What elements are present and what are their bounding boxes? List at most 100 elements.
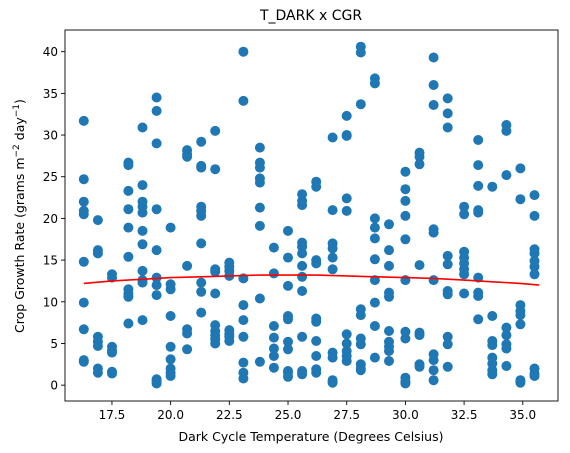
data-point-26-6 (459, 269, 470, 280)
data-point-25-3 (442, 250, 453, 261)
data-point-27-4 (473, 207, 484, 218)
data-point-5-3 (151, 204, 162, 215)
y-tick-label-5: 25 (43, 170, 58, 184)
y-axis-label-part-1: Crop Growth Rate (grams m (12, 157, 27, 332)
data-point-4-4 (137, 207, 148, 218)
data-point-15-8 (297, 286, 308, 296)
data-point-18-6 (341, 338, 352, 349)
data-point-5-4 (151, 245, 162, 256)
data-point-29-6 (501, 343, 512, 354)
data-point-0-7 (78, 324, 89, 335)
data-point-19-6 (355, 339, 366, 350)
data-point-3-2 (123, 185, 134, 196)
data-point-27-0 (473, 135, 484, 145)
x-tick-label-4: 27.5 (333, 408, 360, 422)
data-point-6-5 (165, 354, 176, 365)
data-point-14-9 (283, 371, 293, 382)
y-axis-label-part-2: day (12, 117, 27, 145)
data-point-20-1 (369, 78, 380, 89)
data-point-21-2 (384, 260, 394, 271)
x-tick-label-5: 30.0 (392, 408, 419, 422)
data-point-9-1 (210, 164, 221, 175)
data-point-22-0 (400, 166, 411, 177)
data-point-24-5 (428, 275, 439, 286)
data-point-26-1 (459, 209, 470, 220)
data-point-2-6 (107, 368, 117, 379)
data-point-27-8 (473, 314, 484, 325)
y-tick-label-0: 0 (50, 379, 58, 393)
data-point-29-3 (501, 322, 512, 333)
data-point-7-2 (182, 151, 193, 162)
y-tick-label-7: 35 (43, 87, 58, 101)
data-point-9-4 (210, 288, 221, 299)
data-point-31-5 (529, 261, 540, 272)
x-tick-label-6: 32.5 (451, 408, 478, 422)
points-layer (78, 41, 540, 389)
data-point-27-1 (473, 160, 484, 171)
data-point-12-5 (254, 202, 265, 213)
data-point-22-5 (400, 275, 411, 286)
data-point-18-2 (341, 130, 352, 141)
data-point-13-3 (268, 332, 279, 343)
y-tick-label-8: 40 (43, 45, 58, 59)
data-point-11-1 (238, 95, 249, 106)
x-tick-label-7: 35.0 (509, 408, 536, 422)
data-point-30-5 (515, 319, 526, 330)
data-point-25-0 (442, 93, 453, 104)
data-point-28-0 (487, 181, 498, 192)
data-point-8-7 (196, 277, 207, 288)
data-point-23-2 (414, 159, 425, 170)
data-point-25-6 (442, 289, 453, 300)
data-point-16-5 (311, 316, 322, 327)
data-point-26-0 (459, 201, 470, 212)
data-point-24-8 (428, 365, 439, 376)
data-point-17-3 (327, 243, 338, 254)
data-point-21-9 (384, 356, 394, 366)
data-point-0-2 (78, 196, 89, 207)
data-point-17-0 (327, 132, 338, 143)
data-point-4-0 (137, 122, 148, 133)
data-point-4-1 (137, 180, 148, 191)
data-point-14-2 (283, 280, 293, 291)
data-point-21-5 (384, 326, 394, 336)
data-point-22-10 (400, 378, 411, 389)
data-point-5-5 (151, 272, 162, 283)
data-point-20-8 (369, 321, 380, 331)
data-point-18-5 (341, 329, 352, 340)
data-point-21-1 (384, 245, 394, 256)
data-point-20-3 (369, 222, 380, 233)
data-point-25-7 (442, 331, 453, 342)
y-tick-label-2: 10 (43, 295, 58, 309)
data-point-5-1 (151, 105, 162, 116)
data-point-11-4 (238, 315, 249, 326)
data-point-31-9 (529, 371, 540, 381)
data-point-15-9 (297, 331, 308, 342)
data-point-15-5 (297, 248, 308, 259)
data-point-13-6 (268, 362, 279, 373)
data-point-22-7 (400, 333, 411, 344)
data-point-14-6 (283, 344, 293, 355)
x-axis-ticks: 17.5 20.0 22.5 25.0 27.5 30.0 32.5 35.0 (99, 401, 536, 422)
data-point-30-1 (515, 194, 526, 205)
data-point-19-4 (355, 310, 366, 321)
x-tick-label-2: 22.5 (216, 408, 243, 422)
x-axis-label: Dark Cycle Temperature (Degrees Celsius) (179, 429, 444, 444)
data-point-0-1 (78, 174, 89, 185)
data-point-16-1 (311, 181, 322, 192)
data-point-11-5 (238, 331, 249, 342)
y-axis-label-sup-2: −1 (12, 104, 22, 117)
y-tick-label-4: 20 (43, 212, 58, 226)
data-point-8-9 (196, 307, 207, 318)
data-point-4-6 (137, 239, 148, 250)
data-point-17-7 (327, 352, 338, 363)
y-axis-ticks: 0 5 10 15 20 25 30 35 40 (43, 45, 65, 393)
data-point-25-4 (442, 259, 453, 270)
data-point-9-3 (210, 266, 221, 277)
data-point-1-7 (92, 367, 103, 378)
data-point-16-7 (311, 351, 322, 361)
data-point-31-3 (529, 248, 540, 259)
data-point-11-3 (238, 300, 249, 311)
data-point-26-7 (459, 288, 470, 299)
data-point-7-3 (182, 260, 193, 271)
data-point-31-0 (529, 190, 540, 201)
